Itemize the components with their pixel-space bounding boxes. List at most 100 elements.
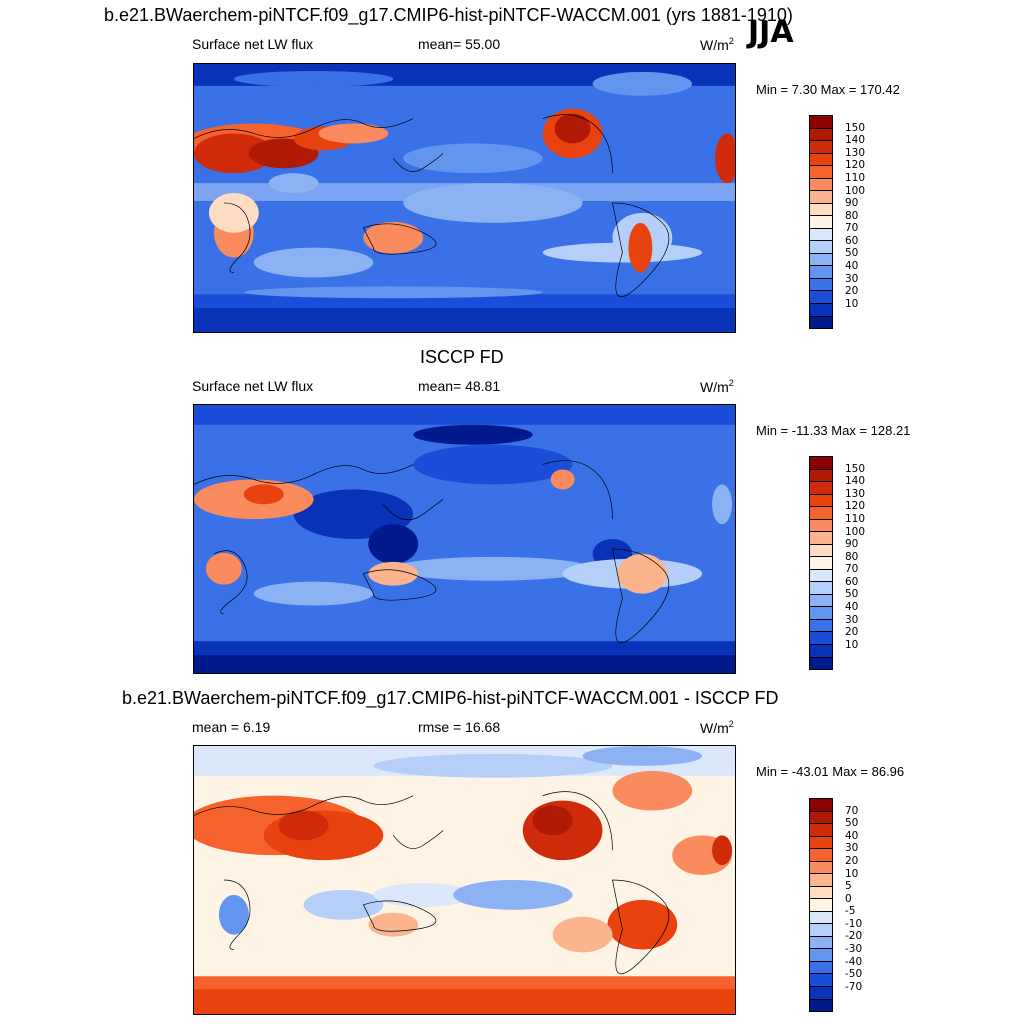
colorbar-swatch — [810, 557, 832, 570]
colorbar-swatch — [810, 811, 832, 825]
colorbar-swatch — [810, 569, 832, 583]
panel-1-units: W/m2 — [700, 36, 734, 53]
colorbar-swatch — [810, 278, 832, 292]
colorbar-swatch — [810, 482, 832, 495]
colorbar-tick-label: -20 — [845, 930, 863, 943]
colorbar-swatch — [810, 632, 832, 645]
colorbar-tick-label: 30 — [845, 272, 859, 285]
colorbar-swatch — [810, 949, 832, 962]
colorbar-tick-label: 40 — [845, 601, 859, 614]
panel-1-map — [193, 63, 736, 333]
panel-1-variable: Surface net LW flux — [192, 36, 314, 52]
colorbar-swatch — [810, 594, 832, 608]
colorbar-swatch — [810, 266, 832, 279]
colorbar-swatch — [810, 178, 832, 192]
panel-1-mean: mean= 55.00 — [418, 36, 501, 52]
colorbar-tick-label: 130 — [845, 146, 866, 159]
colorbar-tick-label: 100 — [845, 525, 866, 538]
colorbar-tick-label: 100 — [845, 184, 866, 197]
colorbar-tick-label: 30 — [845, 842, 859, 855]
panel-2-minmax: Min = -11.33 Max = 128.21 — [756, 423, 911, 438]
panel-3-title: b.e21.BWaerchem-piNTCF.f09_g17.CMIP6-his… — [122, 688, 779, 708]
colorbar-swatch — [810, 228, 832, 242]
colorbar-tick-label: 110 — [845, 171, 866, 184]
colorbar-tick-label: 40 — [845, 829, 859, 842]
colorbar-swatch — [810, 457, 832, 470]
colorbar-swatch — [810, 153, 832, 167]
colorbar-swatch — [810, 924, 832, 937]
colorbar-tick-label: 120 — [845, 159, 866, 172]
colorbar-swatch — [810, 316, 832, 329]
colorbar-swatch — [810, 936, 832, 950]
colorbar-tick-label: 70 — [845, 222, 859, 235]
panel-2-map — [193, 404, 736, 674]
colorbar-swatch — [810, 899, 832, 912]
colorbar-swatch — [810, 874, 832, 887]
panel-3-rmse: rmse = 16.68 — [418, 719, 501, 735]
panel-1-minmax: Min = 7.30 Max = 170.42 — [756, 82, 900, 97]
colorbar-swatch — [810, 469, 832, 483]
colorbar-swatch — [810, 303, 832, 317]
colorbar-swatch — [810, 657, 832, 670]
colorbar-swatch — [810, 974, 832, 987]
colorbar-swatch — [810, 241, 832, 254]
colorbar-tick-label: -30 — [845, 943, 863, 956]
panel-3-map — [193, 745, 736, 1015]
colorbar-swatch — [810, 607, 832, 620]
panel-2-units: W/m2 — [700, 378, 734, 395]
colorbar-swatch — [810, 799, 832, 812]
colorbar-tick-label: 20 — [845, 285, 859, 298]
colorbar-tick-label: 60 — [845, 575, 859, 588]
colorbar-tick-label: -70 — [845, 980, 863, 993]
colorbar-swatch — [810, 836, 832, 850]
colorbar-swatch — [810, 494, 832, 508]
colorbar-tick-label: 10 — [845, 638, 859, 651]
colorbar-swatch — [810, 191, 832, 204]
colorbar-swatch — [810, 986, 832, 1000]
colorbar-tick-label: -40 — [845, 955, 863, 968]
colorbar-tick-label: 10 — [845, 297, 859, 310]
colorbar-tick-label: 20 — [845, 854, 859, 867]
season-label: JJA — [748, 15, 794, 50]
colorbar-tick-label: 90 — [845, 538, 859, 551]
colorbar-swatch — [810, 886, 832, 900]
colorbar-swatch — [810, 824, 832, 837]
colorbar-swatch — [810, 532, 832, 545]
colorbar-tick-label: 10 — [845, 867, 859, 880]
colorbar-tick-label: 140 — [845, 475, 866, 488]
colorbar-tick-label: 5 — [845, 880, 852, 893]
colorbar-tick-label: 130 — [845, 487, 866, 500]
panel-3-colorbar — [809, 798, 833, 1012]
panel-3-mean: mean = 6.19 — [192, 719, 271, 735]
colorbar-tick-label: 70 — [845, 804, 859, 817]
colorbar-tick-label: 0 — [845, 892, 852, 905]
colorbar-tick-label: 120 — [845, 500, 866, 513]
colorbar-swatch — [810, 644, 832, 658]
colorbar-swatch — [810, 961, 832, 975]
colorbar-tick-label: -5 — [845, 905, 856, 918]
panel-2-variable: Surface net LW flux — [192, 378, 314, 394]
colorbar-tick-label: -10 — [845, 917, 863, 930]
colorbar-swatch — [810, 128, 832, 142]
colorbar-tick-label: 30 — [845, 613, 859, 626]
colorbar-tick-label: 80 — [845, 550, 859, 563]
colorbar-tick-label: 50 — [845, 588, 859, 601]
colorbar-swatch — [810, 544, 832, 558]
panel-2-title: ISCCP FD — [420, 347, 504, 367]
colorbar-tick-label: 150 — [845, 121, 866, 134]
colorbar-swatch — [810, 582, 832, 595]
colorbar-swatch — [810, 291, 832, 304]
panel-3-units: W/m2 — [700, 719, 734, 736]
colorbar-swatch — [810, 619, 832, 633]
colorbar-tick-label: 110 — [845, 512, 866, 525]
colorbar-tick-label: 50 — [845, 247, 859, 260]
colorbar-tick-label: 50 — [845, 817, 859, 830]
colorbar-swatch — [810, 166, 832, 179]
colorbar-swatch — [810, 861, 832, 875]
colorbar-tick-label: 140 — [845, 134, 866, 147]
colorbar-swatch — [810, 507, 832, 520]
colorbar-tick-label: 90 — [845, 197, 859, 210]
panel-1-title: b.e21.BWaerchem-piNTCF.f09_g17.CMIP6-his… — [104, 5, 793, 25]
colorbar-tick-label: 40 — [845, 260, 859, 273]
colorbar-swatch — [810, 253, 832, 267]
